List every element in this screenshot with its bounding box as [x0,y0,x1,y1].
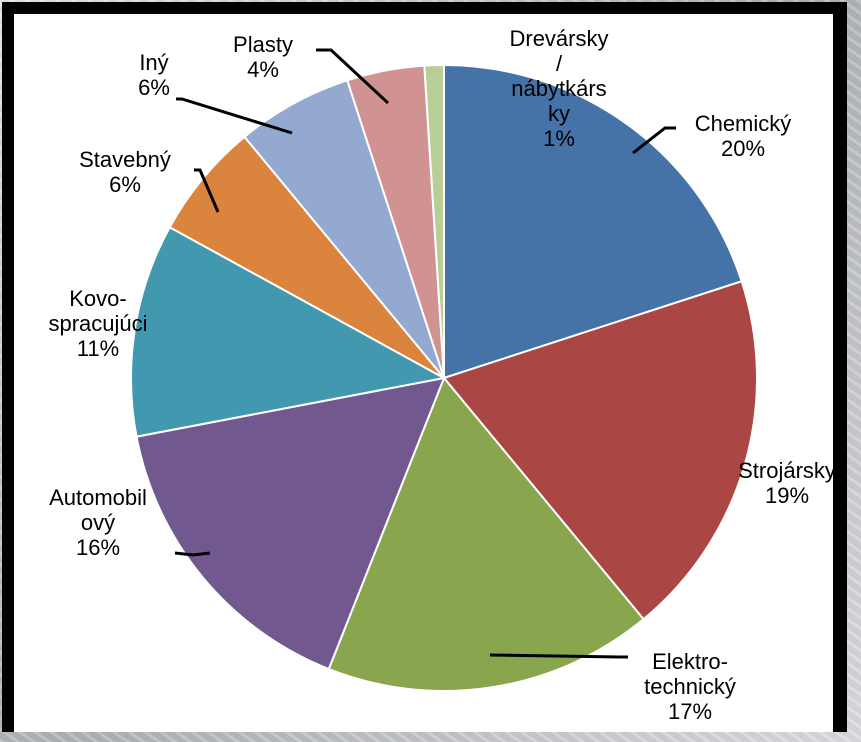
leader-line-plasty [316,48,390,105]
pie-slice-iny [243,79,445,379]
leader-line-automobilovy [174,551,211,557]
leader-line-elektro-technicky [489,653,628,659]
data-label-drevarsky-nabytkarsky: Drevársky / nábytkárs ky 1% [509,26,608,151]
leader-line-iny [176,97,293,135]
data-label-chemicky: Chemický 20% [695,111,792,161]
pie-slice-chemicky [443,63,743,380]
pie-slice-kovo-spracujuci [130,225,447,438]
leader-line-stavebny [194,168,220,213]
data-label-stavebny: Stavebný 6% [79,147,171,197]
data-label-automobilovy: Automobil ový 16% [49,485,147,560]
data-label-plasty: Plasty 4% [233,32,293,82]
data-label-strojarsky: Strojársky 19% [738,458,836,508]
leader-line-chemicky [632,126,676,155]
pie-slice-strojarsky [442,280,758,621]
data-label-elektro-technicky: Elektro-technický 17% [644,649,736,724]
pie-slice-drevarsky-nabytkarsky [423,63,445,379]
pie-slice-automobilovy [135,376,446,671]
data-label-iny: Iný 6% [138,50,170,100]
pie-slice-elektro-technicky [327,376,645,692]
data-label-kovo-spracujuci: Kovo-spracujúci 11% [48,286,147,361]
